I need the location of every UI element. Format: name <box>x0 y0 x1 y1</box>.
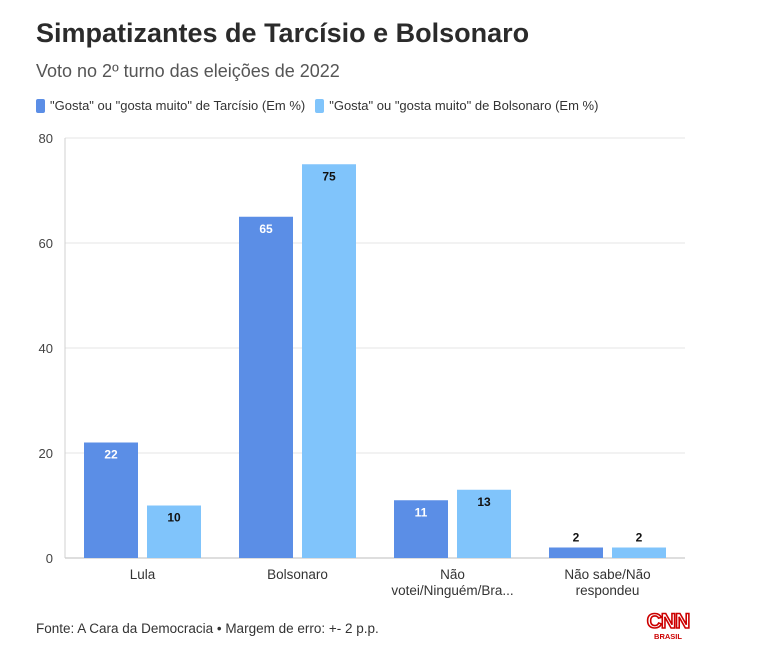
bar <box>147 505 201 558</box>
cnn-brasil-logo: CNN BRASIL <box>646 609 691 641</box>
bar <box>239 216 293 558</box>
legend-swatch-bolsonaro <box>315 98 325 113</box>
x-tick-label: Lula <box>130 567 156 582</box>
data-label: 11 <box>415 505 428 519</box>
data-label: 2 <box>573 531 580 545</box>
legend-item-bolsonaro[interactable]: "Gosta" ou "gosta muito" de Bolsonaro (E… <box>315 98 598 113</box>
x-tick-label: respondeu <box>576 583 640 598</box>
data-label: 2 <box>636 531 643 545</box>
bar <box>457 489 511 558</box>
bar <box>302 164 356 558</box>
x-tick-label: Não sabe/Não <box>564 567 650 582</box>
legend-label-tarcisio: "Gosta" ou "gosta muito" de Tarcísio (Em… <box>50 98 306 113</box>
legend-swatch-tarcisio <box>36 98 45 113</box>
x-tick-label: Bolsonaro <box>267 567 328 582</box>
chart-subtitle: Voto no 2º turno das eleições de 2022 <box>36 61 340 81</box>
legend-item-tarcisio[interactable]: "Gosta" ou "gosta muito" de Tarcísio (Em… <box>36 98 305 113</box>
x-tick-label: votei/Ninguém/Bra... <box>391 583 513 598</box>
data-label: 10 <box>167 511 181 525</box>
x-tick-label: Não <box>440 567 465 582</box>
bar <box>612 547 666 558</box>
y-tick-label: 0 <box>46 551 53 566</box>
data-label: 22 <box>104 448 118 462</box>
bar <box>394 500 448 558</box>
data-label: 13 <box>477 495 491 509</box>
chart-legend: "Gosta" ou "gosta muito" de Tarcísio (Em… <box>36 98 608 113</box>
bar <box>84 442 138 558</box>
logo-wordmark: CNN <box>647 610 690 633</box>
legend-label-bolsonaro: "Gosta" ou "gosta muito" de Bolsonaro (E… <box>329 98 599 113</box>
y-tick-label: 40 <box>39 341 53 356</box>
source-note: Fonte: A Cara da Democracia • Margem de … <box>36 621 379 636</box>
chart-title: Simpatizantes de Tarcísio e Bolsonaro <box>36 18 530 48</box>
logo-subtext: BRASIL <box>654 632 682 641</box>
y-tick-label: 80 <box>39 131 53 146</box>
bar <box>549 547 603 558</box>
data-label: 75 <box>322 169 336 183</box>
y-tick-label: 20 <box>39 446 53 461</box>
y-tick-label: 60 <box>39 236 53 251</box>
data-label: 65 <box>259 222 273 236</box>
